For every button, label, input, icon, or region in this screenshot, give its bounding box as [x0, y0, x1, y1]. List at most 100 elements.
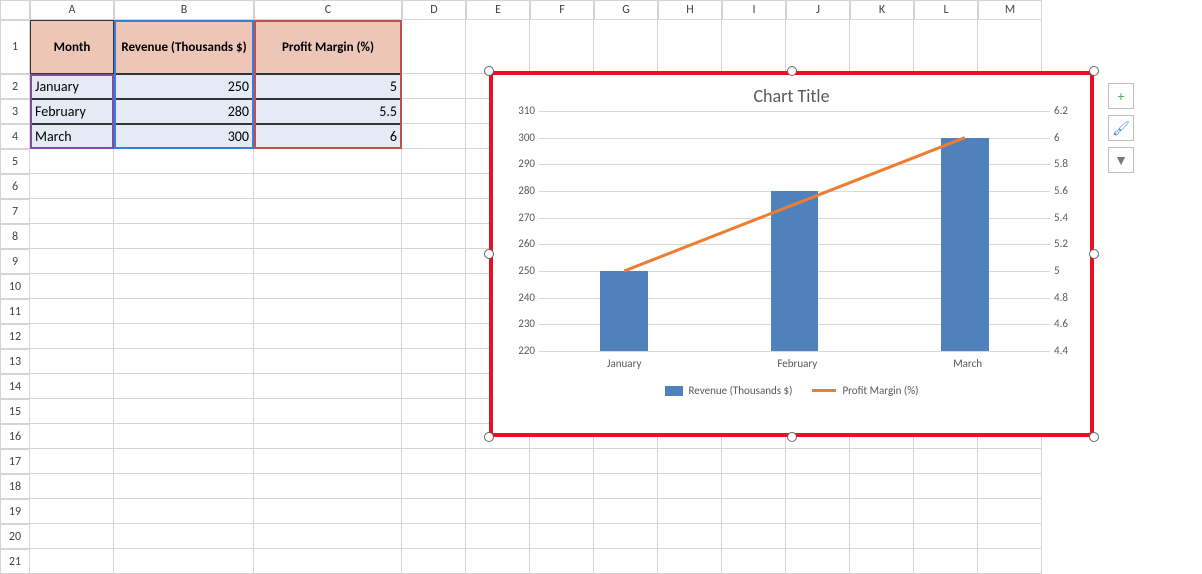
- cell[interactable]: [114, 249, 254, 274]
- cell[interactable]: [254, 424, 402, 449]
- cell[interactable]: [530, 474, 594, 499]
- column-header-M[interactable]: M: [978, 0, 1042, 20]
- cell[interactable]: [114, 274, 254, 299]
- row-header-1[interactable]: 1: [0, 20, 30, 74]
- cell[interactable]: [254, 549, 402, 574]
- column-header-L[interactable]: L: [914, 0, 978, 20]
- cell[interactable]: [402, 149, 466, 174]
- cell[interactable]: [850, 499, 914, 524]
- cell[interactable]: [402, 199, 466, 224]
- cell[interactable]: [30, 199, 114, 224]
- cell[interactable]: [978, 474, 1042, 499]
- cell[interactable]: [30, 424, 114, 449]
- cell[interactable]: [254, 349, 402, 374]
- chart-resize-handle[interactable]: [787, 66, 797, 76]
- cell[interactable]: [30, 324, 114, 349]
- cell[interactable]: [594, 20, 658, 74]
- row-header-16[interactable]: 16: [0, 424, 30, 449]
- cell[interactable]: [402, 249, 466, 274]
- cell[interactable]: [114, 449, 254, 474]
- cell[interactable]: [658, 474, 722, 499]
- cell[interactable]: [402, 124, 466, 149]
- cell[interactable]: [594, 549, 658, 574]
- cell[interactable]: [254, 299, 402, 324]
- cell[interactable]: [402, 549, 466, 574]
- row-header-15[interactable]: 15: [0, 399, 30, 424]
- cell[interactable]: [114, 399, 254, 424]
- cell[interactable]: [114, 424, 254, 449]
- cell[interactable]: [402, 474, 466, 499]
- column-header-A[interactable]: A: [30, 0, 114, 20]
- cell[interactable]: [914, 449, 978, 474]
- column-header-F[interactable]: F: [530, 0, 594, 20]
- cell[interactable]: [466, 499, 530, 524]
- legend-item[interactable]: Profit Margin (%): [812, 384, 918, 397]
- cell[interactable]: [114, 349, 254, 374]
- cell[interactable]: [850, 524, 914, 549]
- cell[interactable]: [978, 524, 1042, 549]
- chart-resize-handle[interactable]: [484, 249, 494, 259]
- row-header-3[interactable]: 3: [0, 99, 30, 124]
- cell[interactable]: [30, 224, 114, 249]
- row-header-19[interactable]: 19: [0, 499, 30, 524]
- cell[interactable]: [30, 399, 114, 424]
- cell[interactable]: [114, 149, 254, 174]
- cell[interactable]: [466, 20, 530, 74]
- cell[interactable]: [530, 499, 594, 524]
- cell[interactable]: [594, 474, 658, 499]
- brush-icon[interactable]: 🖌: [1108, 115, 1134, 141]
- cell[interactable]: [850, 474, 914, 499]
- cell[interactable]: [114, 524, 254, 549]
- cell[interactable]: [658, 20, 722, 74]
- column-header-D[interactable]: D: [402, 0, 466, 20]
- cell[interactable]: [594, 524, 658, 549]
- row-header-11[interactable]: 11: [0, 299, 30, 324]
- cell[interactable]: [850, 20, 914, 74]
- cell[interactable]: [30, 524, 114, 549]
- cell[interactable]: [30, 299, 114, 324]
- chart-resize-handle[interactable]: [484, 432, 494, 442]
- data-cell[interactable]: 280: [114, 99, 254, 124]
- cell[interactable]: [114, 224, 254, 249]
- column-header-E[interactable]: E: [466, 0, 530, 20]
- cell[interactable]: [114, 499, 254, 524]
- cell[interactable]: [530, 20, 594, 74]
- cell[interactable]: [30, 499, 114, 524]
- row-header-7[interactable]: 7: [0, 199, 30, 224]
- row-header-17[interactable]: 17: [0, 449, 30, 474]
- row-header-18[interactable]: 18: [0, 474, 30, 499]
- cell[interactable]: [402, 74, 466, 99]
- cell[interactable]: [530, 449, 594, 474]
- combo-chart[interactable]: Chart Title 2202302402502602702802903003…: [489, 71, 1094, 437]
- cell[interactable]: [114, 549, 254, 574]
- cell[interactable]: [30, 174, 114, 199]
- cell[interactable]: [30, 549, 114, 574]
- cell[interactable]: [466, 549, 530, 574]
- cell[interactable]: [722, 499, 786, 524]
- cell[interactable]: [402, 274, 466, 299]
- cell[interactable]: [30, 249, 114, 274]
- cell[interactable]: [786, 549, 850, 574]
- cell[interactable]: [254, 249, 402, 274]
- cell[interactable]: [914, 499, 978, 524]
- cell[interactable]: [402, 20, 466, 74]
- cell[interactable]: [254, 274, 402, 299]
- cell[interactable]: [466, 524, 530, 549]
- cell[interactable]: [254, 224, 402, 249]
- cell[interactable]: [850, 549, 914, 574]
- cell[interactable]: [402, 449, 466, 474]
- data-cell[interactable]: Revenue (Thousands $): [114, 20, 254, 74]
- cell[interactable]: [658, 449, 722, 474]
- cell[interactable]: [254, 499, 402, 524]
- row-header-4[interactable]: 4: [0, 124, 30, 149]
- cell[interactable]: [914, 474, 978, 499]
- row-header-12[interactable]: 12: [0, 324, 30, 349]
- cell[interactable]: [722, 549, 786, 574]
- cell[interactable]: [114, 324, 254, 349]
- cell[interactable]: [114, 374, 254, 399]
- cell[interactable]: [114, 174, 254, 199]
- column-header-B[interactable]: B: [114, 0, 254, 20]
- filter-icon[interactable]: ▼: [1108, 147, 1134, 173]
- column-header-I[interactable]: I: [722, 0, 786, 20]
- cell[interactable]: [978, 449, 1042, 474]
